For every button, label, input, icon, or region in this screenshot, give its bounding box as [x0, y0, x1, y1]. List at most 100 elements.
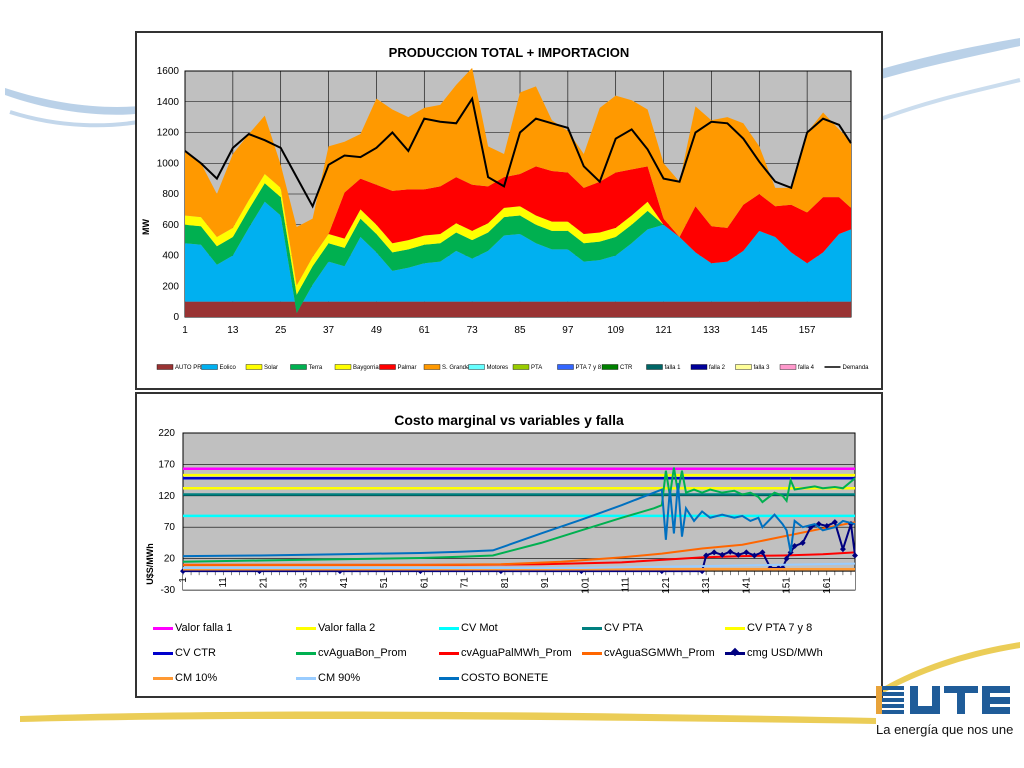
x-tick-label: 145: [751, 325, 768, 336]
legend-label: CV PTA 7 y 8: [747, 622, 813, 634]
legend-label: Eolico: [220, 365, 237, 371]
legend-item-falla-3: falla 3: [735, 364, 771, 371]
cmg-marker: [759, 549, 766, 556]
legend-item-cv-pta-7-y-8: CV PTA 7 y 8: [725, 622, 812, 634]
cmg-marker: [743, 549, 750, 556]
y-tick-label: 200: [162, 281, 179, 292]
legend-label: CM 10%: [175, 672, 218, 684]
x-tick-label: 51: [379, 577, 390, 589]
x-tick-label: 101: [580, 577, 591, 594]
legend-item-ctr: CTR: [601, 364, 633, 371]
y-tick-label: -30: [161, 585, 176, 596]
cmg-marker: [727, 548, 734, 555]
legend-item-eolico: Eolico: [201, 364, 237, 371]
legend-item-valor-falla-2: Valor falla 2: [296, 622, 375, 634]
legend-item-auto-prod: AUTO PROD: [156, 364, 211, 371]
marginal-cost-chart: Costo marginal vs variables y falla U$S/…: [145, 412, 858, 596]
line-cvaguabon-prom: [182, 467, 856, 563]
legend-swatch: [153, 676, 173, 680]
blue-swoosh-right: [878, 38, 1020, 80]
y-axis-label: U$S/MWh: [145, 543, 155, 585]
x-tick-label: 73: [467, 325, 479, 336]
x-tick-label: 133: [703, 325, 720, 336]
legend-swatch: [779, 364, 797, 370]
legend-item-falla-4: falla 4: [779, 364, 815, 371]
legend-label: cvAguaSGMWh_Prom: [604, 647, 715, 659]
legend-swatch: [582, 626, 602, 630]
x-tick-label: 91: [540, 577, 551, 589]
legend-item-cvaguapalmwh-prom: cvAguaPalMWh_Prom: [439, 647, 572, 659]
x-tick-label: 157: [799, 325, 816, 336]
legend-swatch: [439, 651, 459, 655]
legend-swatch: [296, 676, 316, 680]
cmg-marker: [767, 565, 774, 572]
legend-label: cvAguaPalMWh_Prom: [461, 647, 572, 659]
x-tick-label: 121: [655, 325, 672, 336]
production-chart-panel: PRODUCCION TOTAL + IMPORTACION MW 0 200 40…: [135, 31, 883, 390]
chart-title: Costo marginal vs variables y falla: [394, 412, 624, 428]
legend-swatch: [156, 364, 174, 370]
y-tick-label: 120: [158, 491, 175, 502]
y-tick-label: 1200: [157, 128, 180, 139]
legend-label: Motores: [487, 365, 509, 371]
legend-item-solar: Solar: [245, 364, 278, 371]
x-tick-label: 71: [460, 577, 471, 589]
legend-item-s-grande: S. Grande: [423, 364, 470, 371]
ute-logo-lettering: [910, 686, 1010, 714]
legend-item-baygorria: Baygorria: [334, 364, 379, 371]
legend-swatch: [334, 364, 352, 370]
legend-label: falla 1: [665, 365, 682, 371]
legend-item-cv-ctr: CV CTR: [153, 647, 216, 659]
legend-label: Demanda: [843, 365, 870, 371]
legend-item-cv-pta: CV PTA: [582, 622, 643, 634]
legend-swatch: [296, 626, 316, 630]
cmg-marker: [791, 543, 798, 550]
legend-item-cv-mot: CV Mot: [439, 622, 498, 634]
y-tick-label: 600: [162, 220, 179, 231]
x-tick-label: 1: [178, 577, 189, 583]
legend-swatch: [439, 676, 459, 680]
line-demanda: [184, 96, 852, 209]
x-tick-label: 81: [500, 577, 511, 589]
legend-swatch: [153, 651, 173, 655]
x-tick-label: 37: [323, 325, 335, 336]
legend-label: CV Mot: [461, 622, 498, 634]
marginal-cost-chart-panel: Costo marginal vs variables y falla U$S/…: [135, 392, 883, 698]
x-tick-label: 131: [701, 577, 712, 594]
legend-item-cvaguasgmwh-prom: cvAguaSGMWh_Prom: [582, 647, 715, 659]
x-tick-label: 121: [661, 577, 672, 594]
legend-swatch: [725, 647, 745, 656]
cmg-marker: [823, 522, 830, 529]
area-eolico: [185, 201, 851, 314]
legend-label: PTA: [531, 365, 542, 371]
legend-label: PTA 7 y 8: [576, 365, 602, 371]
x-tick-label: 141: [741, 577, 752, 594]
legend-swatch: [296, 651, 316, 655]
legend-label: Valor falla 2: [318, 622, 376, 634]
legend-label: CV PTA: [604, 622, 643, 634]
legend-label: falla 3: [754, 365, 771, 371]
y-tick-label: 1000: [157, 158, 180, 169]
x-tick-label: 85: [514, 325, 526, 336]
legend-swatch: [735, 364, 752, 370]
legend-label: S. Grande: [442, 365, 470, 371]
legend-swatch: [512, 364, 530, 370]
legend-item-pta: PTA: [512, 364, 542, 371]
legend-label: CV CTR: [175, 647, 216, 659]
legend-item-falla-1: falla 1: [646, 364, 682, 371]
legend-item-cm-10: CM 10%: [153, 672, 217, 684]
yellow-swoosh-bottom: [20, 711, 876, 724]
x-tick-label: 111: [621, 577, 632, 593]
x-tick-label: 21: [258, 577, 269, 589]
legend-swatch: [379, 364, 396, 370]
legend-label: cmg USD/MWh: [747, 647, 823, 659]
x-tick-label: 151: [782, 577, 793, 594]
x-tick-label: 31: [299, 577, 310, 589]
legend-swatch: [690, 364, 708, 370]
x-tick-label: 41: [339, 577, 350, 589]
cmg-marker: [839, 546, 846, 553]
legend-label: CTR: [620, 365, 633, 371]
ute-logo: [876, 686, 1010, 714]
legend-swatch: [201, 364, 218, 370]
legend-swatch: [582, 651, 602, 655]
